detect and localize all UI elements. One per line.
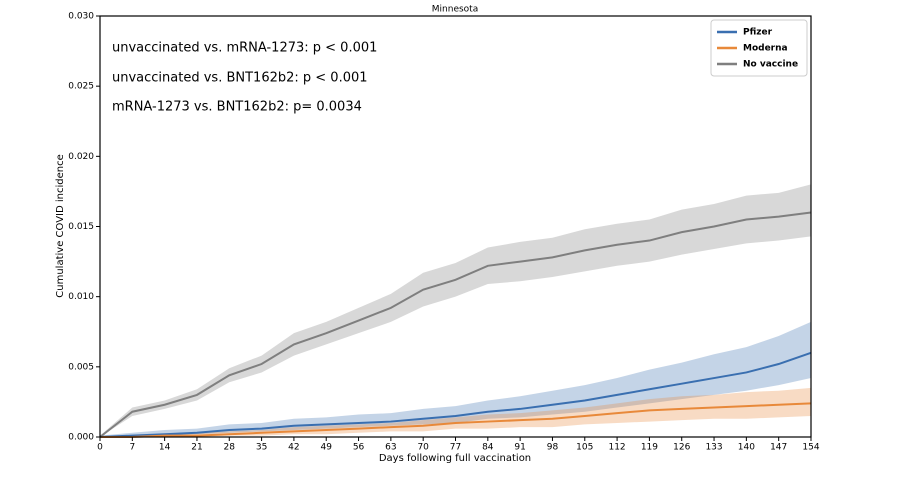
chart-title: Minnesota [432,5,478,15]
x-tick-label: 35 [256,443,267,453]
x-tick-label: 21 [191,443,202,453]
y-tick-label: 0.000 [68,433,94,443]
y-tick-label: 0.030 [68,12,94,22]
legend-label: Pfizer [743,28,773,38]
x-tick-label: 91 [514,443,525,453]
x-tick-label: 147 [770,443,787,453]
legend-box [710,19,808,77]
confidence-band [100,387,811,437]
x-axis-label: Days following full vaccination [379,453,531,464]
x-tick-label: 42 [288,443,299,453]
annotation: unvaccinated vs. BNT162b2: p < 0.001 [112,71,368,86]
x-tick-label: 140 [738,443,755,453]
x-tick-label: 154 [802,443,819,453]
x-tick-label: 84 [482,443,494,453]
x-tick-label: 105 [576,443,593,453]
y-tick-label: 0.005 [68,362,94,372]
x-tick-label: 28 [224,443,236,453]
x-tick-label: 14 [159,443,171,453]
line [100,402,812,438]
x-tick-label: 126 [673,443,690,453]
x-tick-label: 133 [705,443,722,453]
y-tick-label: 0.020 [68,152,94,162]
x-tick-label: 0 [97,443,103,453]
line [99,351,812,438]
y-tick-label: 0.010 [68,292,94,302]
legend-label: No vaccine [743,60,798,70]
y-tick-label: 0.015 [68,222,94,232]
y-tick-label: 0.025 [68,82,94,92]
legend: Pfizer Moderna No vaccine [710,19,808,77]
x-tick-label: 119 [641,443,658,453]
x-tick-label: 56 [353,443,365,453]
x-tick-label: 49 [321,443,333,453]
x-tick-label: 98 [547,443,559,453]
x-tick-label: 63 [385,443,396,453]
y-axis-label: Cumulative COVID incidence [55,154,66,297]
confidence-band [100,184,811,437]
x-tick-label: 112 [608,443,625,453]
x-tick-label: 7 [129,443,135,453]
annotation: unvaccinated vs. mRNA-1273: p < 0.001 [112,41,377,56]
confidence-band [100,321,811,437]
x-tick-label: 70 [417,443,429,453]
x-tick-label: 77 [450,443,461,453]
line [99,211,812,438]
annotation: mRNA-1273 vs. BNT162b2: p= 0.0034 [112,100,362,115]
legend-label: Moderna [743,44,788,54]
